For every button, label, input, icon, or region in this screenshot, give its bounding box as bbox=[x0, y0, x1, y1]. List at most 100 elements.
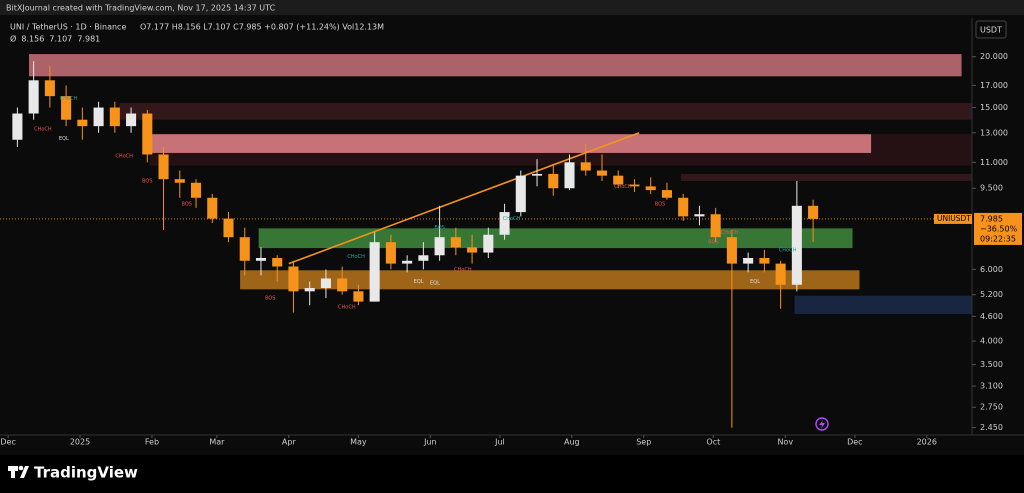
candle-body bbox=[174, 179, 185, 183]
candle-body bbox=[77, 119, 88, 127]
zone bbox=[258, 228, 853, 249]
x-tick-label: Sep bbox=[636, 438, 651, 447]
candle-body bbox=[629, 184, 640, 187]
candle-body bbox=[304, 288, 315, 292]
zone bbox=[240, 270, 860, 290]
candle-body bbox=[645, 186, 656, 191]
candle-body bbox=[710, 214, 721, 238]
price-tag-countdown: 09:22:35 bbox=[980, 234, 1016, 243]
y-tick-label: 3.500 bbox=[980, 360, 1003, 369]
candle-body bbox=[434, 237, 445, 256]
candle-body bbox=[596, 170, 608, 176]
candle-body bbox=[239, 237, 250, 261]
candle-body bbox=[402, 260, 413, 264]
annotation: BOS bbox=[708, 240, 718, 246]
candle-body bbox=[223, 218, 234, 238]
price-tag-bg bbox=[974, 212, 1022, 245]
candle-body bbox=[775, 263, 786, 285]
price-tag-symbol: UNIUSDT bbox=[937, 214, 971, 223]
candle-body bbox=[207, 197, 218, 219]
zone bbox=[680, 173, 972, 181]
brand: TradingView bbox=[34, 464, 138, 482]
y-tick-label: 5.200 bbox=[980, 290, 1003, 299]
price-tag-value: 7.985 bbox=[980, 214, 1003, 223]
candle-body bbox=[743, 258, 754, 264]
x-tick-label: Aug bbox=[564, 438, 580, 447]
candle-body bbox=[613, 175, 624, 185]
price-tag-change: −36.50% bbox=[980, 224, 1018, 233]
candle-body bbox=[28, 80, 39, 114]
annotation: CHoCH bbox=[721, 230, 739, 236]
y-tick-label: 11.000 bbox=[980, 158, 1008, 167]
annotation: CHoCH bbox=[338, 304, 356, 310]
annotation: CHoCH bbox=[115, 154, 133, 160]
annotation: CHoCH bbox=[347, 254, 365, 260]
annotation: BOS bbox=[142, 178, 152, 184]
annotation: BOS bbox=[655, 201, 665, 207]
zone bbox=[119, 102, 972, 120]
x-tick-label: Apr bbox=[282, 438, 297, 447]
candle-body bbox=[337, 278, 348, 292]
annotation: EQL bbox=[750, 279, 760, 285]
footer-bar bbox=[0, 455, 1024, 493]
y-unit: USDT bbox=[980, 26, 1002, 35]
candle-body bbox=[694, 214, 705, 217]
candle-body bbox=[385, 242, 396, 264]
annotation: CHoCH bbox=[454, 267, 472, 273]
trendline bbox=[288, 132, 640, 265]
candle-body bbox=[158, 154, 169, 180]
x-tick-label: Dec bbox=[847, 438, 862, 447]
x-tick-label: Nov bbox=[777, 438, 793, 447]
y-tick-label: 9.500 bbox=[980, 184, 1003, 193]
candle-body bbox=[126, 113, 137, 127]
candle-body bbox=[320, 278, 331, 289]
y-tick-label: 2.450 bbox=[980, 423, 1003, 432]
y-tick-label: 3.100 bbox=[980, 382, 1003, 391]
annotation: BOS bbox=[434, 225, 444, 231]
annotation: EQL bbox=[414, 279, 424, 285]
unit-box[interactable] bbox=[975, 20, 1007, 39]
ohlc: O7.177 H8.156 L7.107 C7.985 +0.807 (+11.… bbox=[140, 23, 384, 32]
candle-body bbox=[12, 113, 23, 140]
annotation: CHoCH bbox=[503, 216, 521, 222]
candle-body bbox=[44, 80, 55, 97]
x-tick-label: Feb bbox=[145, 438, 159, 447]
y-tick-label: 2.750 bbox=[980, 403, 1003, 412]
candle-body bbox=[532, 173, 543, 176]
candle-body bbox=[109, 107, 120, 127]
candle-body bbox=[142, 113, 153, 155]
y-tick-label: 13.000 bbox=[980, 128, 1008, 137]
candle-body bbox=[190, 182, 202, 198]
alert-icon[interactable] bbox=[815, 417, 829, 431]
x-tick-label: Jul bbox=[494, 438, 505, 447]
candle-body bbox=[483, 234, 494, 253]
price-tag-symbol-bg bbox=[934, 213, 972, 224]
candle-body bbox=[61, 96, 72, 120]
candle-body bbox=[353, 291, 364, 302]
x-tick-label: Oct bbox=[706, 438, 720, 447]
y-tick-label: 20.000 bbox=[980, 52, 1008, 61]
x-tick-label: Jun bbox=[423, 438, 437, 447]
y-tick-label: 4.000 bbox=[980, 337, 1003, 346]
candle-body bbox=[288, 266, 299, 292]
candle-body bbox=[450, 237, 461, 248]
candle-body bbox=[759, 258, 770, 264]
annotation: CHoCH bbox=[779, 247, 797, 253]
annotation: EQL bbox=[59, 136, 69, 142]
x-tick-label: 2026 bbox=[917, 438, 937, 447]
candle-body bbox=[272, 258, 283, 267]
annotation: CHoCH bbox=[60, 96, 78, 102]
y-tick-label: 15.000 bbox=[980, 103, 1008, 112]
annotation: BOS bbox=[265, 296, 275, 302]
tv-logo bbox=[8, 465, 29, 478]
candle-body bbox=[564, 162, 575, 189]
candle-body bbox=[418, 255, 429, 261]
x-tick-label: May bbox=[350, 438, 367, 447]
plot: CHoCHCHoCHEQLCHoCHBOSBOSBOSCHoCHCHoCHEQL… bbox=[0, 54, 972, 428]
y-tick-label: 17.000 bbox=[980, 81, 1008, 90]
zone bbox=[149, 134, 872, 153]
candle-body bbox=[467, 247, 478, 253]
top-bar bbox=[0, 0, 1024, 15]
